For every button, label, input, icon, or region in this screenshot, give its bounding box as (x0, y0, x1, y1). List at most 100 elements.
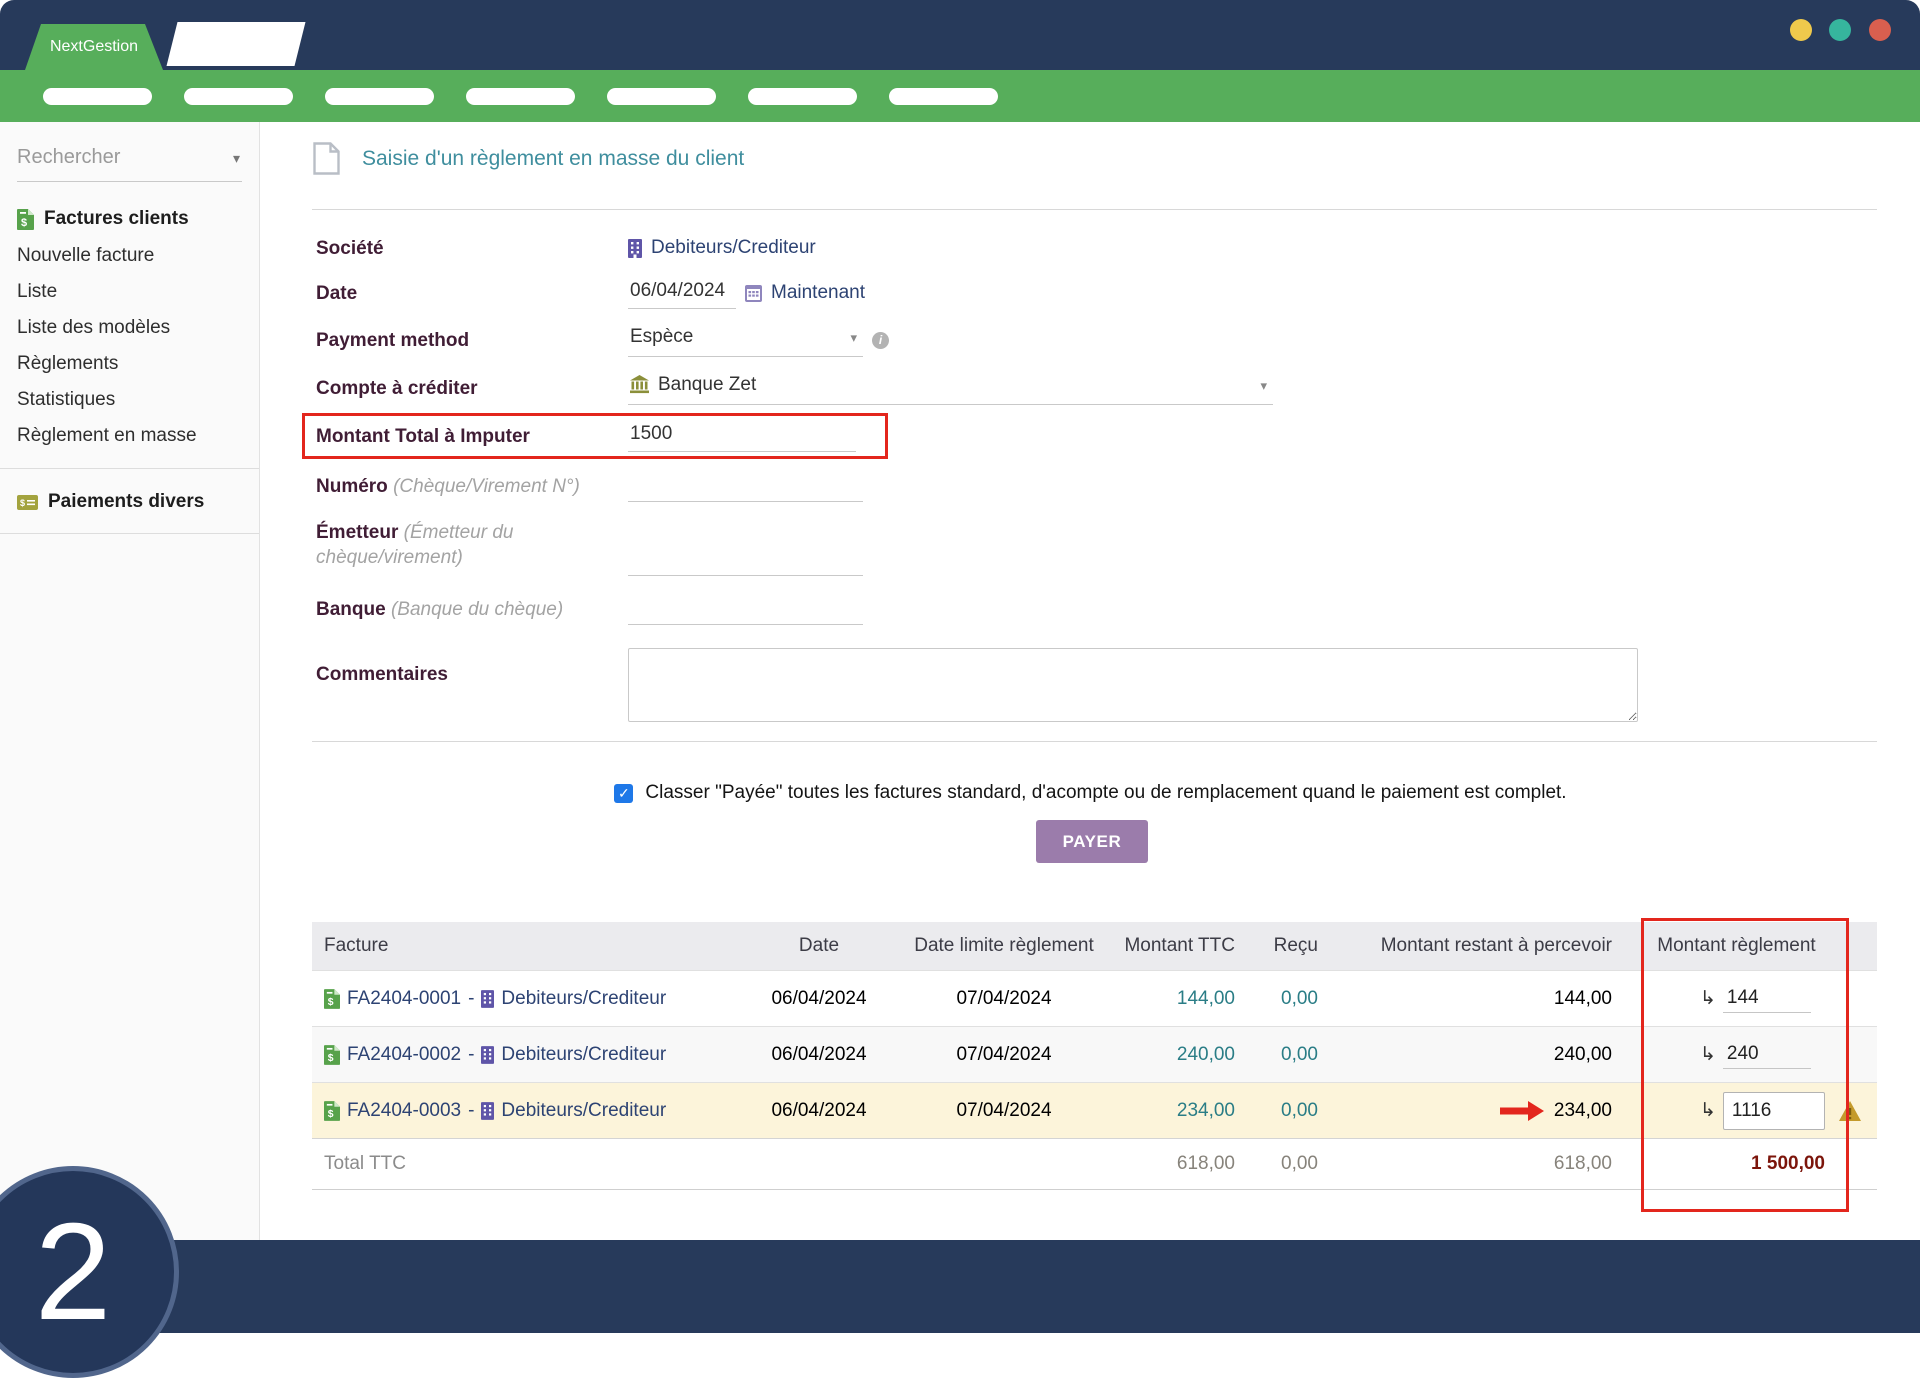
table-row-highlighted: $ FA2404-0003 - Debiteurs/Crediteur 06/0… (312, 1082, 1877, 1138)
total-label: Total TTC (312, 1153, 739, 1175)
total-montant-restant: 618,00 (1334, 1153, 1634, 1175)
svg-text:$: $ (328, 1109, 334, 1120)
cell-date: 06/04/2024 (739, 1100, 899, 1122)
bank-icon (630, 375, 649, 394)
invoice-link[interactable]: FA2404-0002 (347, 1044, 461, 1066)
payments-icon: $ (17, 495, 38, 510)
sidebar-section-title: Paiements divers (48, 491, 204, 513)
date-input[interactable] (628, 278, 736, 309)
page-title: Saisie d'un règlement en masse du client (362, 147, 744, 171)
cell-date: 06/04/2024 (739, 988, 899, 1010)
annotation-red-arrow (1500, 1100, 1544, 1122)
sidebar-section-factures-clients[interactable]: $ Factures clients (17, 208, 242, 230)
form-row-emetteur: Émetteur (Émetteur du chèque/virement) (316, 512, 1896, 586)
nav-item-redacted-4[interactable] (466, 88, 575, 105)
cell-montant-restant: 234,00 (1554, 1100, 1612, 1122)
classer-checkbox[interactable]: ✓ (614, 784, 633, 803)
company-link[interactable]: Debiteurs/Crediteur (501, 988, 666, 1010)
cell-recu: 0,00 (1239, 988, 1334, 1010)
main-navbar (0, 70, 1920, 122)
window-dot-yellow[interactable] (1790, 19, 1812, 41)
nav-item-redacted-2[interactable] (184, 88, 293, 105)
brand-tab[interactable]: NextGestion (25, 24, 163, 70)
reglement-input[interactable] (1723, 984, 1811, 1013)
total-recu: 0,00 (1239, 1153, 1334, 1175)
sidebar-item-liste[interactable]: Liste (0, 274, 259, 310)
table-row: $ FA2404-0001 - Debiteurs/Crediteur 06/0… (312, 970, 1877, 1026)
sidebar-section-paiements-divers[interactable]: $ Paiements divers (17, 491, 242, 513)
separator: - (468, 1100, 474, 1122)
form-row-payment-method: Payment method Espèce ▾ i (316, 316, 1896, 364)
sidebar-item-reglement-en-masse[interactable]: Règlement en masse (0, 418, 259, 454)
commentaires-label: Commentaires (316, 648, 628, 687)
banque-input[interactable] (628, 594, 863, 625)
header-facture: Facture (312, 935, 739, 957)
nav-item-redacted-3[interactable] (325, 88, 434, 105)
step-number: 2 (35, 1203, 112, 1341)
cell-montant-ttc: 234,00 (1109, 1100, 1239, 1122)
nav-item-redacted-5[interactable] (607, 88, 716, 105)
emetteur-input[interactable] (628, 545, 863, 576)
chevron-down-icon[interactable]: ▾ (233, 150, 240, 167)
building-icon (481, 990, 494, 1008)
chevron-down-icon: ▾ (850, 330, 857, 346)
window-dot-teal[interactable] (1829, 19, 1851, 41)
company-link[interactable]: Debiteurs/Crediteur (501, 1044, 666, 1066)
info-icon[interactable]: i (872, 332, 889, 349)
payer-button[interactable]: PAYER (1036, 820, 1148, 863)
svg-text:$: $ (328, 997, 334, 1008)
societe-value-link[interactable]: Debiteurs/Crediteur (651, 237, 816, 259)
invoice-link[interactable]: FA2404-0001 (347, 988, 461, 1010)
separator: - (468, 988, 474, 1010)
sidebar-section-title: Factures clients (44, 208, 189, 230)
form-row-numero: Numéro (Chèque/Virement N°) (316, 460, 1896, 512)
form-row-date: Date Maintenant (316, 270, 1896, 316)
cell-date-limite: 07/04/2024 (899, 988, 1109, 1010)
numero-input[interactable] (628, 471, 863, 502)
cell-date: 06/04/2024 (739, 1044, 899, 1066)
sidebar-item-nouvelle-facture[interactable]: Nouvelle facture (0, 238, 259, 274)
secondary-tab-redacted[interactable] (167, 22, 306, 66)
form-row-societe: Société Debiteurs/Crediteur (316, 226, 1896, 270)
now-link[interactable]: Maintenant (771, 282, 865, 304)
form-row-banque: Banque (Banque du chèque) (316, 586, 1896, 632)
total-montant-reglement: 1 500,00 (1634, 1153, 1839, 1175)
window-dot-red[interactable] (1869, 19, 1891, 41)
hook-arrow-icon: ↳ (1700, 1099, 1716, 1122)
form-row-compte: Compte à créditer Banque Zet (316, 364, 1896, 412)
header-date: Date (739, 935, 899, 957)
search-input[interactable]: Rechercher ▾ (17, 140, 242, 182)
compte-select[interactable]: Banque Zet ▾ (628, 372, 1273, 405)
company-link[interactable]: Debiteurs/Crediteur (501, 1100, 666, 1122)
separator: - (468, 1044, 474, 1066)
invoices-table: Facture Date Date limite règlement Monta… (312, 922, 1877, 1190)
invoice-link[interactable]: FA2404-0003 (347, 1100, 461, 1122)
header-montant-ttc: Montant TTC (1109, 935, 1239, 957)
commentaires-textarea[interactable] (628, 648, 1638, 722)
nav-item-redacted-6[interactable] (748, 88, 857, 105)
montant-total-input[interactable] (628, 421, 856, 452)
nav-item-redacted-1[interactable] (43, 88, 152, 105)
cell-date-limite: 07/04/2024 (899, 1044, 1109, 1066)
reglement-input[interactable] (1723, 1092, 1825, 1130)
sidebar-menu: Nouvelle facture Liste Liste des modèles… (0, 238, 259, 454)
form-row-commentaires: Commentaires (316, 632, 1896, 722)
cell-montant-restant: 144,00 (1334, 988, 1634, 1010)
reglement-input[interactable] (1723, 1040, 1811, 1069)
invoice-icon: $ (324, 1045, 340, 1065)
cell-montant-ttc: 240,00 (1109, 1044, 1239, 1066)
warning-icon (1839, 1101, 1877, 1121)
payment-method-label: Payment method (316, 328, 628, 353)
calendar-icon[interactable] (745, 285, 762, 302)
sidebar-item-liste-des-modeles[interactable]: Liste des modèles (0, 310, 259, 346)
sidebar: Rechercher ▾ $ Factures clients Nouvelle… (0, 122, 260, 1240)
payment-method-select[interactable]: Espèce ▾ (628, 324, 863, 357)
sidebar-item-statistiques[interactable]: Statistiques (0, 382, 259, 418)
svg-text:$: $ (21, 217, 27, 229)
payment-form: Société Debiteurs/Crediteur (316, 226, 1896, 722)
compte-label: Compte à créditer (316, 376, 628, 401)
nav-item-redacted-7[interactable] (889, 88, 998, 105)
header-montant-reglement: Montant règlement (1634, 935, 1839, 957)
sidebar-item-reglements[interactable]: Règlements (0, 346, 259, 382)
hook-arrow-icon: ↳ (1700, 1043, 1716, 1066)
